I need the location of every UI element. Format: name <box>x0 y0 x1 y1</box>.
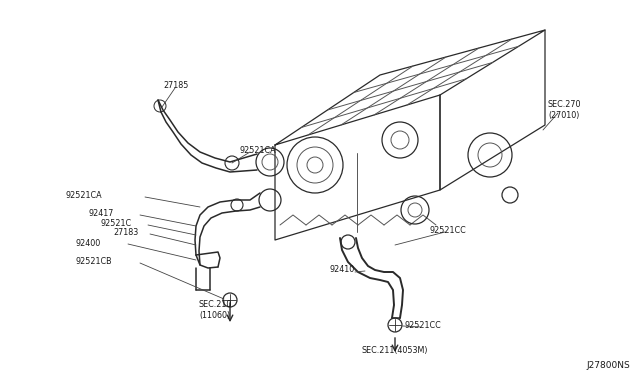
Text: J27800NS: J27800NS <box>586 360 630 369</box>
Text: 92400: 92400 <box>75 238 100 247</box>
Text: SEC.270
(27010): SEC.270 (27010) <box>548 100 582 120</box>
Text: 92521CA: 92521CA <box>65 190 102 199</box>
Text: 92521CA: 92521CA <box>240 145 276 154</box>
Text: 92410: 92410 <box>330 266 355 275</box>
Text: 92521C: 92521C <box>100 218 131 228</box>
Text: SEC.211(4053M): SEC.211(4053M) <box>362 346 428 355</box>
Text: 92521CB: 92521CB <box>75 257 111 266</box>
Text: 27185: 27185 <box>163 80 188 90</box>
Text: 27183: 27183 <box>113 228 138 237</box>
Text: 92521CC: 92521CC <box>430 225 467 234</box>
Text: 92521CC: 92521CC <box>405 321 442 330</box>
Text: SEC.210
(11060): SEC.210 (11060) <box>198 300 232 320</box>
Text: 92417: 92417 <box>88 208 113 218</box>
